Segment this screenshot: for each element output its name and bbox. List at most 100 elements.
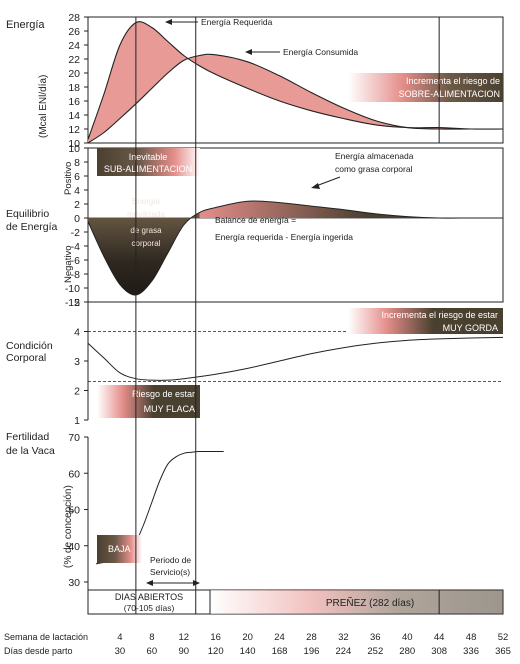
x-axis: Semana de lactación Días desde parto 4 30… [4, 632, 511, 657]
stored-line1: Energía almacenada [335, 151, 414, 161]
y-tick-label: 4 [74, 185, 80, 197]
fertility-ticks: 30 40 50 60 70 [68, 432, 88, 589]
x-tick-day: 120 [208, 646, 224, 657]
balance-panel: Equilibrio de Energía Positivo Negativo … [6, 143, 503, 309]
y-tick-label: 2 [74, 386, 80, 398]
x-tick-week: 24 [274, 632, 285, 643]
balance-frame [87, 147, 504, 303]
x-tick-week: 40 [402, 632, 413, 643]
service-period-line1: Periodo de [150, 555, 191, 565]
x-tick-week: 44 [434, 632, 445, 643]
x-tick-day: 252 [367, 646, 383, 657]
x-tick-day: 196 [304, 646, 320, 657]
x-tick-day: 280 [399, 646, 415, 657]
y-tick-label: 3 [74, 356, 80, 368]
low-fertility-box [97, 535, 142, 563]
fertility-panel: Fertilidad de la Vaca (% de concepción) … [6, 431, 224, 589]
mobilized-line1: Energía [132, 197, 161, 206]
overfeeding-area [88, 21, 503, 144]
x-tick-week: 52 [498, 632, 509, 643]
arrowhead-consumida [245, 49, 252, 55]
x-tick-week: 8 [149, 632, 154, 643]
service-arrowhead-left [146, 580, 153, 586]
days-axis-label: Días desde parto [4, 646, 73, 656]
y-tick-label: 22 [68, 54, 80, 66]
fertility-axis-label: (% de concepción) [63, 485, 74, 568]
pregnancy-label: PREÑEZ (282 días) [326, 596, 414, 609]
energy-ticks: 10 12 14 16 18 20 22 24 26 28 [68, 12, 88, 150]
negative-label: Negativo [63, 246, 74, 284]
balance-formula-2: Energía requerida - Energía ingerida [215, 232, 353, 242]
y-tick-label: 20 [68, 68, 80, 80]
series-line-condicion [87, 336, 504, 381]
mobilized-line4: corporal [132, 239, 161, 248]
energy-axis-label: (Mcal ENl/día) [38, 75, 49, 138]
arrowhead-requerida [165, 19, 172, 25]
arrowhead-stored [311, 183, 320, 189]
y-tick-label: -6 [71, 255, 80, 267]
stored-line2: como grasa corporal [335, 164, 413, 174]
mobilized-line2: movilizada [127, 210, 165, 219]
y-tick-label: 18 [68, 82, 80, 94]
energy-panel: Energía (Mcal ENl/día) 10 12 14 16 18 20 22 24 2… [6, 12, 504, 150]
x-tick-day: 140 [240, 646, 256, 657]
overfeeding-line1: Incrementa el riesgo de [406, 76, 500, 86]
energy-title: Energía [6, 19, 45, 31]
y-tick-label: 8 [74, 157, 80, 169]
y-tick-label: 10 [68, 143, 80, 155]
balance-title-1: Equilibrio [6, 208, 49, 220]
arrow-stored [315, 176, 341, 187]
x-tick-labels: 4308601290161202014024168281963222436252… [115, 632, 511, 657]
x-tick-day: 365 [495, 646, 511, 657]
label-energia-consumida: Energía Consumida [283, 47, 358, 57]
x-tick-day: 336 [463, 646, 479, 657]
y-tick-label: 30 [68, 577, 80, 589]
y-tick-label: 70 [68, 432, 80, 444]
y-tick-label: 50 [68, 505, 80, 517]
balance-title-2: de Energía [6, 221, 58, 233]
stored-fat-area [199, 200, 503, 219]
fat-risk-line2: MUY GORDA [443, 323, 498, 333]
x-tick-week: 12 [178, 632, 189, 643]
thin-risk-line2: MUY FLACA [144, 404, 195, 414]
condition-ticks: 1 2 3 4 5 [74, 297, 88, 427]
x-tick-day: 308 [431, 646, 447, 657]
series-line-balance [87, 200, 503, 296]
x-tick-week: 28 [306, 632, 317, 643]
y-tick-label: 16 [68, 96, 80, 108]
y-tick-label: 12 [68, 124, 80, 136]
y-tick-label: 26 [68, 26, 80, 38]
thin-risk-line1: Riesgo de estar [132, 389, 195, 399]
y-tick-label: 2 [74, 199, 80, 211]
y-tick-label: 40 [68, 541, 80, 553]
y-tick-label: 1 [74, 415, 80, 427]
fat-risk-box [348, 308, 503, 334]
low-fertility-label: BAJA [108, 544, 131, 554]
weeks-axis-label: Semana de lactación [4, 632, 88, 642]
x-tick-day: 224 [335, 646, 351, 657]
service-arrowhead-right [193, 580, 200, 586]
x-tick-day: 30 [115, 646, 126, 657]
y-tick-label: -4 [71, 241, 80, 253]
y-tick-label: 4 [74, 327, 80, 339]
y-tick-label: 6 [74, 171, 80, 183]
x-tick-day: 60 [147, 646, 158, 657]
condition-panel: Condición Corporal 1 2 3 4 5 Incrementa el r… [6, 297, 504, 427]
condition-title-2: Corporal [6, 352, 46, 364]
underfeeding-line1: Inevitable [129, 152, 168, 162]
x-tick-week: 20 [242, 632, 253, 643]
y-tick-label: 14 [68, 110, 80, 122]
y-tick-label: -8 [71, 269, 80, 281]
x-tick-week: 36 [370, 632, 381, 643]
x-tick-week: 4 [117, 632, 122, 643]
open-days-line2: (70-105 días) [124, 603, 175, 613]
fertility-title-2: de la Vaca [6, 445, 55, 457]
pregnancy-fill [210, 590, 503, 614]
x-tick-day: 90 [178, 646, 189, 657]
mobilized-line3: de grasa [130, 226, 162, 235]
series-line-energia-consumida [87, 53, 503, 144]
y-tick-label: 5 [74, 297, 80, 309]
thin-risk-box [97, 385, 200, 418]
overfeeding-line2: SOBRE-ALIMENTACION [399, 89, 500, 99]
